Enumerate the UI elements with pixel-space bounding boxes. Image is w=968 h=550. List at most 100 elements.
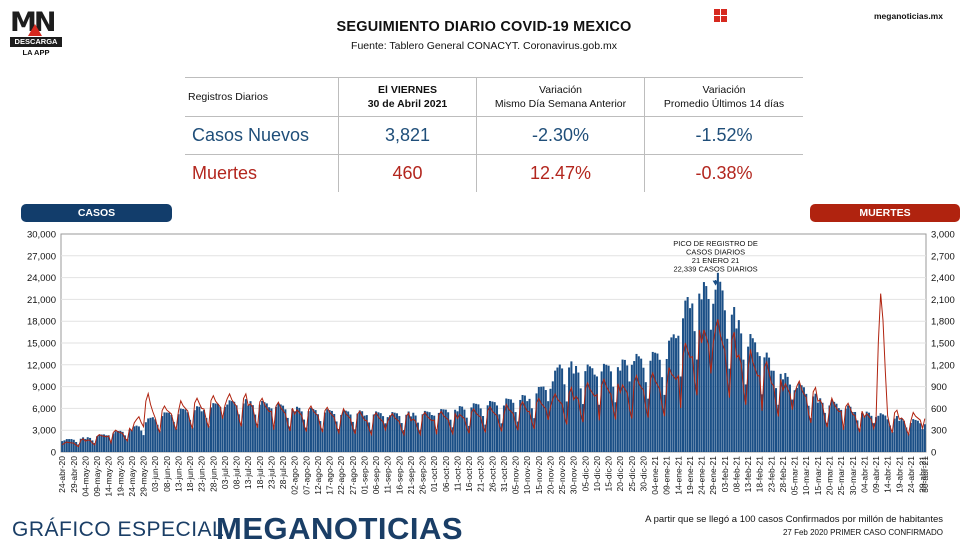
cases-bar [614, 402, 617, 452]
peak-annotation-text: CASOS DIARIOS [686, 248, 745, 257]
x-tick-label: 16-oct-20 [464, 456, 474, 492]
cases-bar [363, 415, 366, 452]
footer-first-case-note: 27 Feb 2020 PRIMER CASO CONFIRMADO [782, 528, 943, 537]
x-tick-label: 03-jun-20 [150, 456, 160, 492]
cases-bar [533, 418, 536, 452]
cases-bar [633, 361, 636, 452]
x-tick-label: 29-may-20 [139, 456, 149, 497]
cases-bar [756, 352, 759, 452]
cases-bar [700, 299, 703, 452]
cases-bar [512, 402, 515, 452]
y-right-tick-label: 600 [931, 404, 947, 415]
cases-bar [354, 429, 357, 452]
cases-bar [479, 408, 482, 452]
cases-bar [230, 401, 233, 452]
cases-bar [405, 414, 408, 452]
deaths-series-line [61, 293, 926, 448]
cases-bar [786, 376, 789, 452]
cases-bar [237, 414, 240, 452]
cases-bar [137, 426, 140, 452]
cases-bar [149, 417, 152, 452]
cases-bar [140, 430, 143, 452]
cases-bar [879, 413, 882, 452]
x-tick-label: 16-sep-20 [394, 456, 404, 495]
cases-bar [816, 402, 819, 452]
cases-bar [279, 404, 282, 452]
cases-bar [189, 419, 192, 452]
y-left-tick-label: 30,000 [27, 230, 56, 241]
cases-bar [763, 357, 766, 452]
cases-bar [723, 310, 726, 452]
x-tick-label: 10-nov-20 [522, 456, 532, 495]
cases-bar [486, 405, 489, 452]
cases-bar [779, 373, 782, 452]
cases-bar [681, 318, 685, 452]
cases-bar [135, 425, 138, 452]
cases-bar [754, 342, 757, 452]
x-tick-label: 19-abr-21 [894, 456, 904, 493]
cases-bar [793, 390, 796, 452]
x-tick-label: 28-jul-20 [278, 456, 288, 489]
cases-bar [600, 371, 603, 452]
x-tick-label: 07-ago-20 [301, 456, 311, 495]
cases-bar [214, 403, 217, 452]
cases-bar [400, 423, 403, 452]
cases-bar [314, 410, 317, 452]
x-tick-label: 03-feb-21 [720, 456, 730, 493]
cases-bar [330, 410, 333, 452]
cases-bar [847, 405, 850, 452]
cases-bar [874, 417, 878, 452]
y-left-tick-label: 18,000 [27, 317, 56, 328]
cases-bar [270, 408, 273, 452]
footer-brand: MEGANOTICIAS [216, 511, 464, 546]
cases-bar [119, 430, 122, 452]
cases-bar [770, 370, 773, 452]
avg14-variation-header: Variación Promedio Últimos 14 días [644, 77, 803, 117]
cases-bar [463, 409, 466, 452]
peak-annotation-text: PICO DE REGISTRO DE [673, 239, 758, 248]
cases-bar [165, 412, 168, 452]
cases-bar [521, 395, 524, 452]
cases-bar [488, 400, 492, 452]
x-tick-label: 24-ene-21 [697, 456, 707, 495]
cases-bar [63, 440, 66, 452]
cases-bar [679, 376, 682, 452]
cases-bar [421, 414, 424, 452]
cases-bar [158, 431, 161, 452]
deaths-legend: MUERTES [810, 204, 960, 222]
cases-legend: CASOS [21, 204, 172, 222]
cases-bar [586, 364, 589, 452]
cases-bar [409, 416, 412, 452]
y-left-tick-label: 24,000 [27, 273, 56, 284]
cases-bar [588, 366, 592, 452]
cases-bar [193, 410, 196, 452]
grid-icon[interactable] [714, 9, 727, 22]
peak-annotation-arrowhead [712, 280, 719, 286]
cases-bar [893, 418, 896, 452]
cases-bar [498, 414, 501, 452]
cases-bar [726, 338, 729, 452]
y-left-tick-label: 0 [51, 448, 56, 459]
cases-bar [851, 412, 854, 452]
y-right-tick-label: 1,200 [931, 360, 955, 371]
cases-bar [342, 409, 345, 452]
cases-bar [84, 438, 87, 452]
site-name[interactable]: meganoticias.mx [874, 11, 943, 21]
cases-bar [242, 403, 245, 452]
cases-bar [530, 408, 533, 452]
cases-bar [107, 435, 110, 452]
cases-bar [514, 412, 517, 452]
cases-bar [116, 431, 119, 452]
cases-bar [296, 406, 299, 452]
cases-bar [175, 428, 178, 452]
cases-bar [328, 410, 331, 452]
deaths-row: Muertes 460 12.47% -0.38% [185, 154, 803, 192]
app-logo[interactable]: MN DESCARGA LA APP [10, 9, 62, 58]
cases-bar [863, 415, 866, 452]
y-right-tick-label: 3,000 [931, 230, 955, 241]
cases-bar [644, 382, 647, 452]
cases-bar [361, 411, 364, 452]
cases-bar [516, 421, 519, 452]
cases-bar [747, 346, 750, 452]
cases-bar [302, 419, 306, 452]
